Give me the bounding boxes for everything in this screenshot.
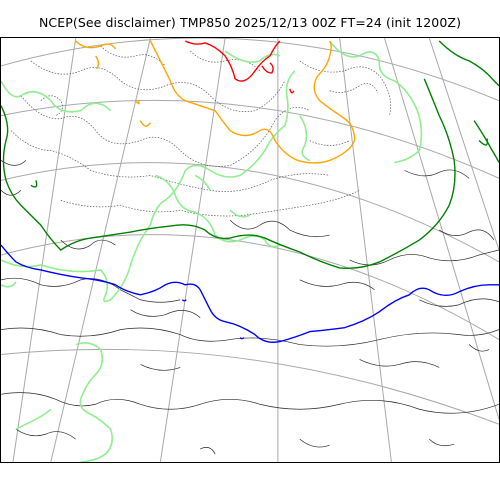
isotherm-blue [1,244,499,343]
isotherm-light-green [1,40,423,462]
longitude-lines [12,38,499,462]
coastlines [1,160,499,455]
weather-map [0,37,500,463]
map-canvas [1,38,499,462]
isotherm-red [184,40,295,94]
isotherm-orange [75,40,356,164]
chart-title: NCEP(See disclaimer) TMP850 2025/12/13 0… [38,15,462,30]
isotherm-dark-green [1,40,499,269]
latitude-lines [1,38,499,425]
